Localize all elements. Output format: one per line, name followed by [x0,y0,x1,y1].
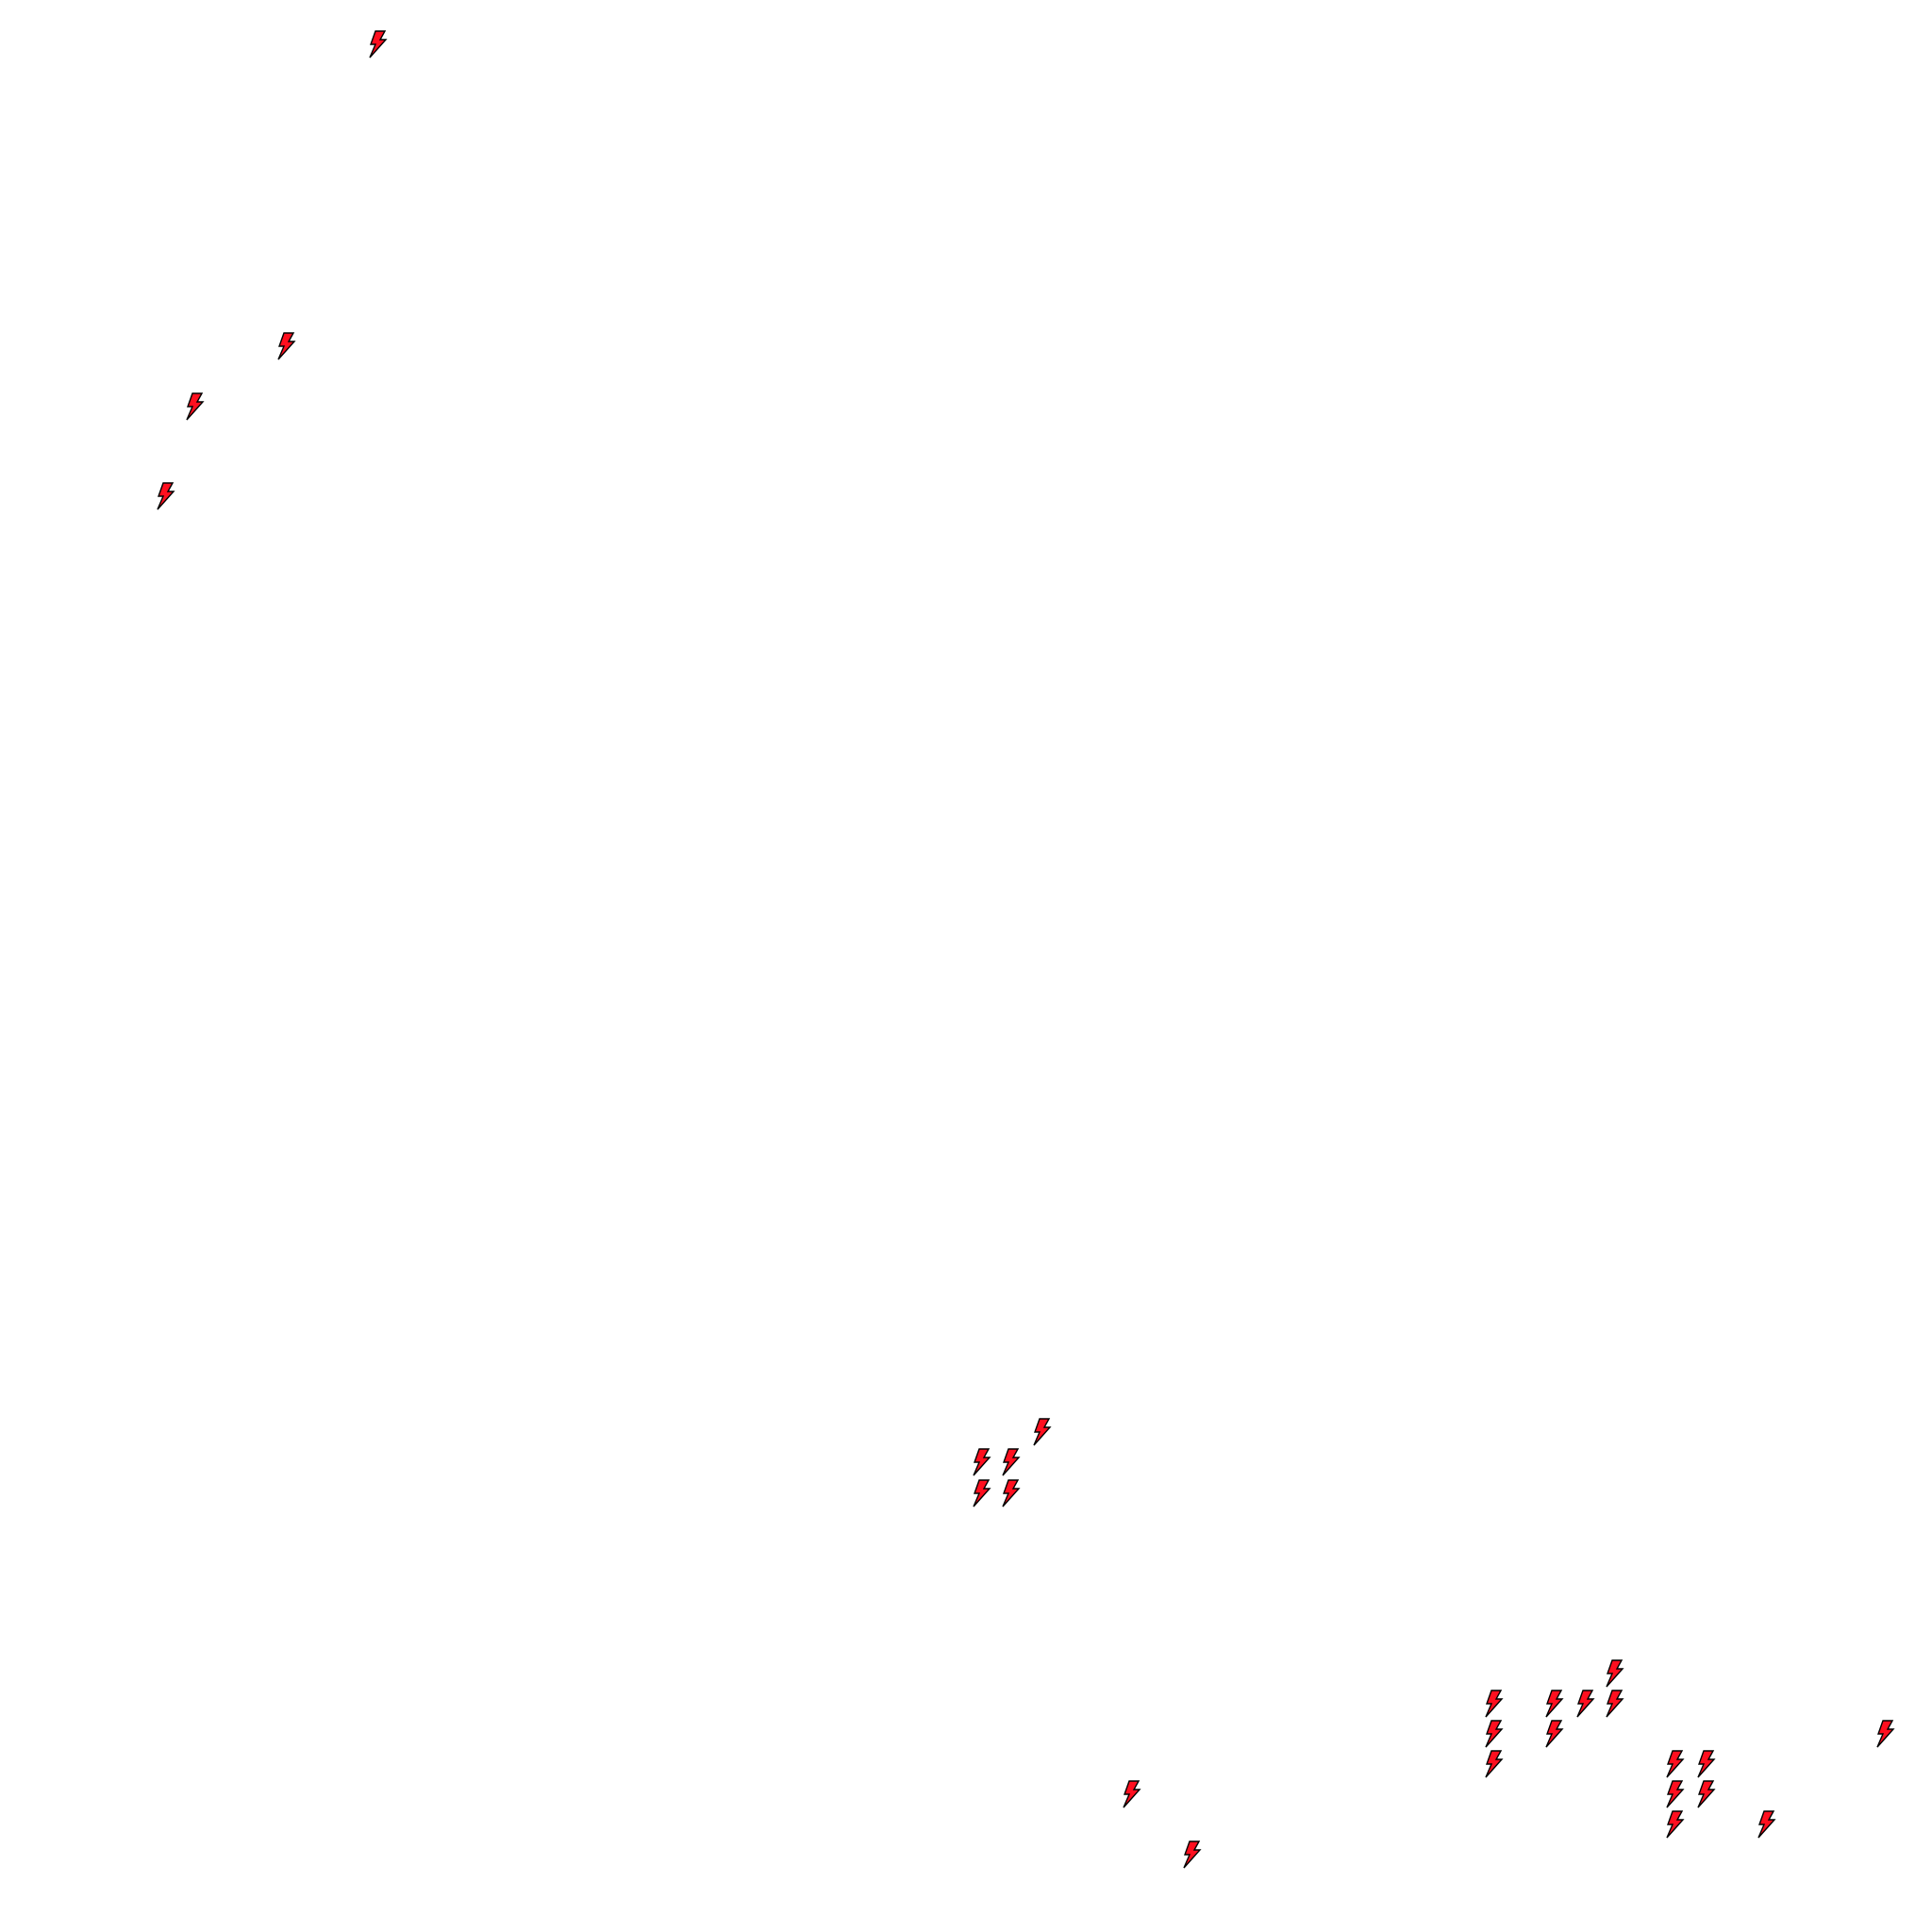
lightning-marker[interactable] [1483,1720,1504,1748]
lightning-bolt-icon [1876,1720,1895,1748]
lightning-bolt-icon [1002,1479,1021,1507]
lightning-marker[interactable] [1000,1479,1021,1507]
lightning-bolt-icon [973,1479,991,1507]
lightning-bolt-icon [1576,1690,1595,1718]
lightning-bolt-icon [1545,1690,1564,1718]
lightning-bolt-icon [1485,1690,1504,1718]
lightning-marker[interactable] [1121,1780,1141,1808]
lightning-bolt-icon [369,30,388,58]
lightning-bolt-icon [1545,1720,1564,1748]
lightning-marker[interactable] [971,1479,991,1507]
lightning-marker[interactable] [155,482,175,510]
lightning-bolt-icon [186,392,205,421]
lightning-marker[interactable] [1483,1750,1504,1778]
lightning-marker[interactable] [1695,1750,1716,1778]
lightning-marker[interactable] [1756,1810,1776,1839]
lightning-bolt-icon [1666,1780,1685,1808]
lightning-marker[interactable] [275,332,296,360]
lightning-marker[interactable] [1483,1690,1504,1718]
lightning-bolt-icon [1485,1720,1504,1748]
lightning-bolt-icon [1666,1750,1685,1778]
lightning-bolt-icon [1666,1810,1685,1839]
lightning-bolt-icon [1606,1690,1624,1718]
lightning-marker[interactable] [971,1448,991,1476]
lightning-marker[interactable] [1664,1780,1685,1808]
lightning-bolt-icon [1183,1840,1202,1869]
lightning-marker[interactable] [1543,1720,1564,1748]
lightning-marker[interactable] [1543,1690,1564,1718]
lightning-marker[interactable] [1574,1690,1595,1718]
lightning-marker[interactable] [1604,1659,1624,1688]
lightning-marker[interactable] [1874,1720,1895,1748]
lightning-bolt-icon [1485,1750,1504,1778]
lightning-bolt-icon [1033,1418,1052,1446]
lightning-bolt-icon [157,482,175,510]
lightning-bolt-icon [1606,1659,1624,1688]
lightning-marker[interactable] [1000,1448,1021,1476]
lightning-bolt-icon [1697,1780,1716,1808]
lightning-marker[interactable] [1664,1810,1685,1839]
lightning-marker[interactable] [367,30,388,58]
lightning-marker[interactable] [1031,1418,1052,1446]
lightning-bolt-icon [1002,1448,1021,1476]
lightning-bolt-icon [973,1448,991,1476]
lightning-marker[interactable] [1181,1840,1202,1869]
lightning-marker[interactable] [1664,1750,1685,1778]
lightning-bolt-icon [1123,1780,1141,1808]
lightning-bolt-icon [277,332,296,360]
lightning-marker[interactable] [1695,1780,1716,1808]
lightning-marker[interactable] [1604,1690,1624,1718]
lightning-bolt-icon [1757,1810,1776,1839]
lightning-marker[interactable] [184,392,205,421]
lightning-bolt-icon [1697,1750,1716,1778]
